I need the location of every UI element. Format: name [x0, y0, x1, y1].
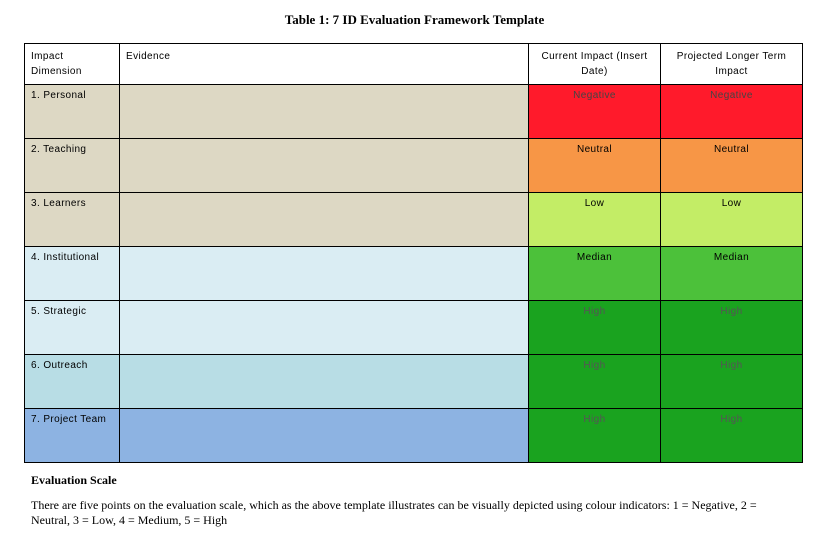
- impact-cell: High: [528, 300, 661, 355]
- impact-cell: Low: [528, 192, 661, 247]
- evidence-cell: [119, 300, 529, 355]
- row: 3. Learners Low Low: [24, 192, 803, 247]
- impact-cell: Neutral: [528, 138, 661, 193]
- framework-table: Impact Dimension Evidence Current Impact…: [24, 43, 803, 463]
- scale-heading: Evaluation Scale: [31, 473, 117, 487]
- row: 6. Outreach High High: [24, 354, 803, 409]
- dimension-cell: 7. Project Team: [24, 408, 120, 463]
- dimension-cell: 3. Learners: [24, 192, 120, 247]
- row: 4. Institutional Median Median: [24, 246, 803, 301]
- impact-cell: Low: [660, 192, 803, 247]
- row: 1. Personal Negative Negative: [24, 84, 803, 139]
- evidence-cell: [119, 84, 529, 139]
- header-cell: Projected Longer Term Impact: [660, 43, 803, 85]
- dimension-cell: 1. Personal: [24, 84, 120, 139]
- evidence-cell: [119, 408, 529, 463]
- impact-cell: Neutral: [660, 138, 803, 193]
- dimension-cell: 4. Institutional: [24, 246, 120, 301]
- evidence-cell: [119, 192, 529, 247]
- row: 2. Teaching Neutral Neutral: [24, 138, 803, 193]
- dimension-cell: 2. Teaching: [24, 138, 120, 193]
- evidence-cell: [119, 246, 529, 301]
- impact-cell: High: [528, 408, 661, 463]
- row: 5. Strategic High High: [24, 300, 803, 355]
- evidence-cell: [119, 354, 529, 409]
- header-row: Impact Dimension Evidence Current Impact…: [24, 43, 803, 85]
- header-cell: Current Impact (Insert Date): [528, 43, 661, 85]
- header-cell: Impact Dimension: [24, 43, 120, 85]
- dimension-cell: 6. Outreach: [24, 354, 120, 409]
- dimension-cell: 5. Strategic: [24, 300, 120, 355]
- scale-text: There are five points on the evaluation …: [31, 498, 757, 527]
- header-cell: Evidence: [119, 43, 529, 85]
- impact-cell: Median: [660, 246, 803, 301]
- impact-cell: High: [660, 408, 803, 463]
- impact-cell: Negative: [528, 84, 661, 139]
- impact-cell: Median: [528, 246, 661, 301]
- impact-cell: High: [528, 354, 661, 409]
- impact-cell: High: [660, 300, 803, 355]
- table-title: Table 1: 7 ID Evaluation Framework Templ…: [284, 12, 545, 27]
- impact-cell: High: [660, 354, 803, 409]
- impact-cell: Negative: [660, 84, 803, 139]
- evidence-cell: [119, 138, 529, 193]
- row: 7. Project Team High High: [24, 408, 803, 463]
